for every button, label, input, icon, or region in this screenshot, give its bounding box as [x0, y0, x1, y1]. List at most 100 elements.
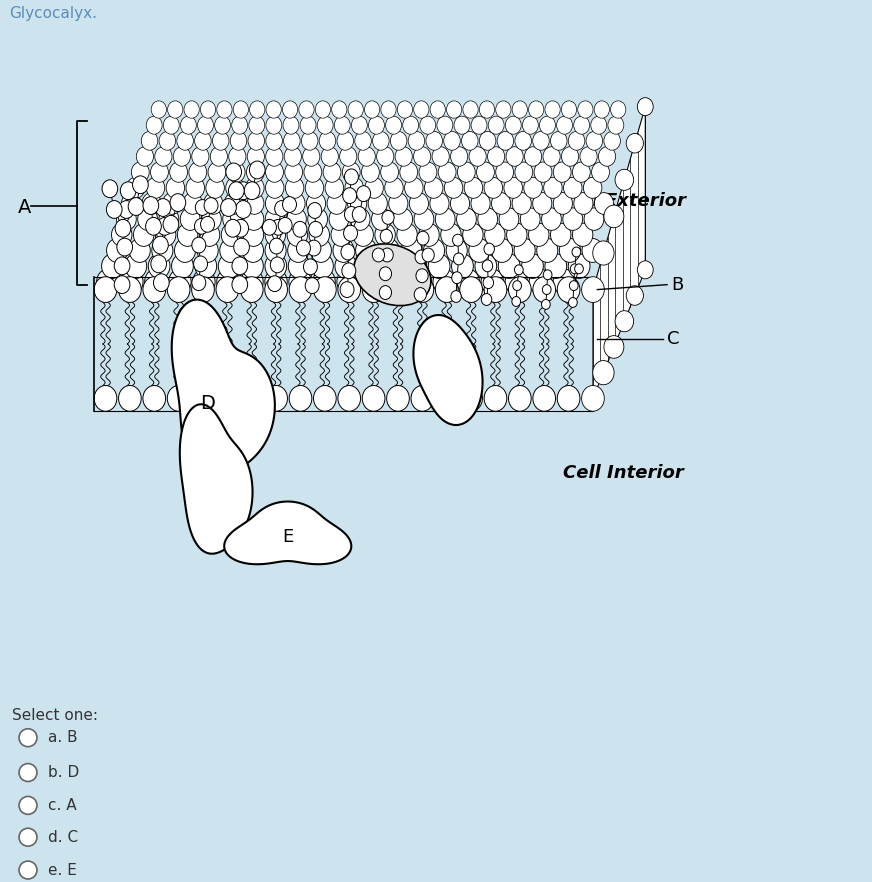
- Circle shape: [430, 192, 449, 214]
- Circle shape: [128, 198, 144, 215]
- Circle shape: [307, 240, 321, 256]
- Circle shape: [284, 146, 302, 166]
- Circle shape: [446, 238, 467, 262]
- Circle shape: [381, 162, 399, 183]
- Circle shape: [194, 219, 208, 235]
- Circle shape: [578, 101, 593, 118]
- Circle shape: [368, 192, 387, 214]
- Circle shape: [112, 223, 132, 246]
- Circle shape: [270, 257, 284, 273]
- Circle shape: [300, 116, 316, 134]
- Polygon shape: [593, 107, 645, 399]
- Circle shape: [290, 277, 312, 303]
- Circle shape: [208, 162, 226, 183]
- Circle shape: [411, 277, 433, 303]
- Circle shape: [574, 116, 589, 134]
- Circle shape: [269, 238, 283, 254]
- Circle shape: [159, 131, 175, 150]
- Circle shape: [304, 162, 322, 183]
- Circle shape: [445, 177, 463, 198]
- Circle shape: [381, 248, 393, 262]
- Circle shape: [329, 208, 349, 230]
- Circle shape: [192, 237, 206, 253]
- Circle shape: [19, 764, 37, 781]
- Circle shape: [512, 192, 531, 214]
- Circle shape: [299, 101, 314, 118]
- Circle shape: [463, 101, 478, 118]
- Circle shape: [125, 254, 146, 279]
- Circle shape: [159, 208, 179, 230]
- Circle shape: [591, 116, 607, 134]
- Circle shape: [362, 277, 385, 303]
- Circle shape: [484, 243, 494, 255]
- Circle shape: [533, 192, 552, 214]
- Circle shape: [339, 146, 357, 166]
- Circle shape: [217, 269, 239, 295]
- Circle shape: [543, 177, 562, 198]
- Circle shape: [289, 254, 310, 279]
- Circle shape: [372, 248, 385, 262]
- Circle shape: [244, 208, 264, 230]
- Circle shape: [94, 277, 117, 303]
- Circle shape: [228, 146, 246, 166]
- Circle shape: [225, 220, 241, 237]
- Circle shape: [505, 116, 521, 134]
- Circle shape: [469, 238, 490, 262]
- Circle shape: [499, 208, 519, 230]
- Circle shape: [249, 101, 265, 118]
- Circle shape: [371, 208, 392, 230]
- Circle shape: [513, 280, 521, 290]
- Circle shape: [362, 385, 385, 411]
- Circle shape: [232, 257, 248, 275]
- Circle shape: [341, 244, 355, 260]
- Circle shape: [242, 254, 263, 279]
- Circle shape: [245, 192, 264, 214]
- Circle shape: [506, 146, 523, 166]
- Circle shape: [372, 131, 389, 150]
- Circle shape: [512, 296, 521, 306]
- Circle shape: [391, 131, 407, 150]
- Circle shape: [615, 310, 634, 332]
- Circle shape: [415, 250, 427, 264]
- Text: c. A: c. A: [48, 798, 77, 813]
- Circle shape: [492, 192, 511, 214]
- Circle shape: [221, 198, 236, 216]
- Circle shape: [317, 116, 333, 134]
- Circle shape: [386, 277, 409, 303]
- Circle shape: [181, 116, 196, 134]
- Circle shape: [177, 223, 198, 246]
- Circle shape: [352, 206, 366, 222]
- Circle shape: [265, 208, 285, 230]
- Circle shape: [545, 254, 567, 279]
- Circle shape: [574, 192, 593, 214]
- Circle shape: [174, 146, 190, 166]
- Circle shape: [460, 277, 482, 303]
- Circle shape: [153, 273, 169, 292]
- Circle shape: [283, 101, 297, 118]
- Circle shape: [400, 162, 418, 183]
- Circle shape: [119, 200, 134, 219]
- Circle shape: [204, 192, 223, 214]
- Text: A: A: [17, 198, 31, 217]
- Circle shape: [241, 269, 263, 295]
- Circle shape: [266, 101, 282, 118]
- Circle shape: [167, 101, 183, 118]
- Circle shape: [528, 223, 549, 246]
- Circle shape: [582, 277, 604, 303]
- Circle shape: [358, 146, 375, 166]
- Circle shape: [114, 276, 130, 294]
- Circle shape: [482, 260, 493, 272]
- Circle shape: [172, 254, 194, 279]
- Circle shape: [385, 116, 401, 134]
- Circle shape: [584, 208, 604, 230]
- Circle shape: [389, 192, 408, 214]
- Circle shape: [148, 254, 170, 279]
- Circle shape: [283, 197, 296, 213]
- Circle shape: [210, 146, 228, 166]
- Circle shape: [308, 208, 328, 230]
- Circle shape: [604, 206, 623, 228]
- Circle shape: [146, 116, 162, 134]
- Circle shape: [204, 198, 218, 213]
- Circle shape: [293, 221, 307, 237]
- Circle shape: [542, 300, 550, 310]
